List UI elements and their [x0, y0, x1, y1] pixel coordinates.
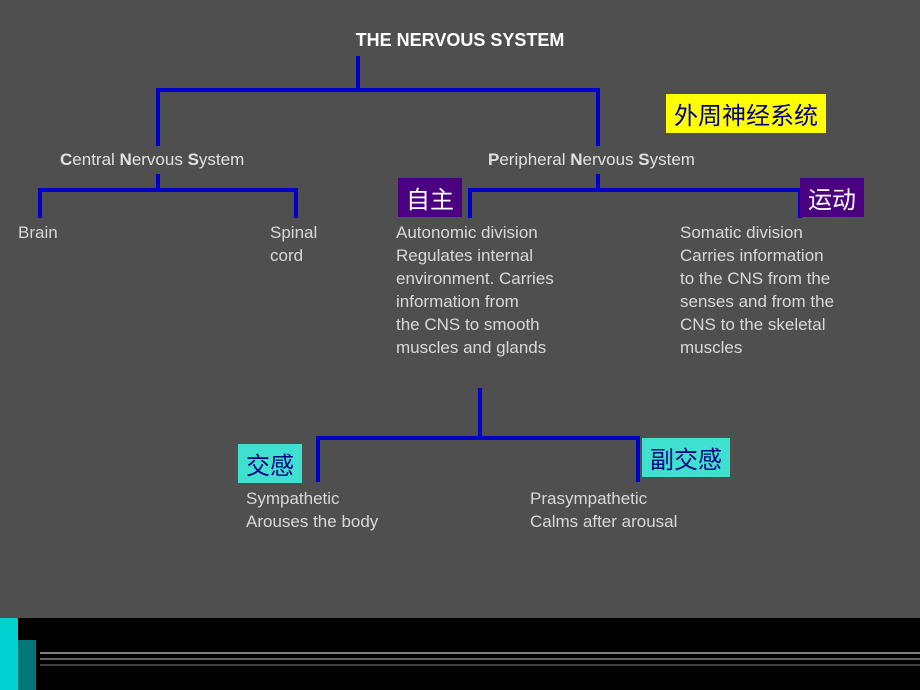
- deco-bar-2: [18, 640, 36, 690]
- connector-line: [356, 56, 360, 88]
- deco-line: [40, 664, 920, 666]
- connector-line: [316, 436, 636, 440]
- node-brain: Brain: [18, 222, 58, 245]
- diagram-title: THE NERVOUS SYSTEM: [356, 30, 565, 51]
- node-pns: Peripheral Nervous System: [488, 150, 695, 170]
- cn-label-autonomic-cn: 自主: [398, 178, 462, 217]
- deco-line: [40, 658, 920, 660]
- node-cns: Central Nervous System: [60, 150, 244, 170]
- connector-line: [596, 88, 600, 146]
- deco-line: [40, 652, 920, 654]
- cn-label-somatic-cn: 运动: [800, 178, 864, 217]
- connector-line: [468, 188, 798, 192]
- connector-line: [316, 436, 320, 482]
- node-autonomic: Autonomic division Regulates internal en…: [396, 222, 554, 360]
- node-sympathetic: Sympathetic Arouses the body: [246, 488, 378, 534]
- connector-line: [596, 174, 600, 188]
- connector-line: [156, 88, 596, 92]
- connector-line: [156, 174, 160, 188]
- node-spinal: Spinal cord: [270, 222, 317, 268]
- connector-line: [38, 188, 294, 192]
- connector-line: [468, 188, 472, 218]
- node-somatic: Somatic division Carries information to …: [680, 222, 834, 360]
- connector-line: [294, 188, 298, 218]
- connector-line: [156, 88, 160, 146]
- cn-label-sympathetic-cn: 交感: [238, 444, 302, 483]
- diagram-area: THE NERVOUS SYSTEM Central Nervous Syste…: [0, 0, 920, 618]
- bottom-decoration: [0, 618, 920, 690]
- deco-bar-1: [0, 618, 18, 690]
- cn-label-peripheral-cn: 外周神经系统: [666, 94, 826, 133]
- connector-line: [478, 388, 482, 436]
- connector-line: [38, 188, 42, 218]
- node-parasympathetic: Prasympathetic Calms after arousal: [530, 488, 677, 534]
- connector-line: [636, 436, 640, 482]
- cn-label-parasympathetic-cn: 副交感: [642, 438, 730, 477]
